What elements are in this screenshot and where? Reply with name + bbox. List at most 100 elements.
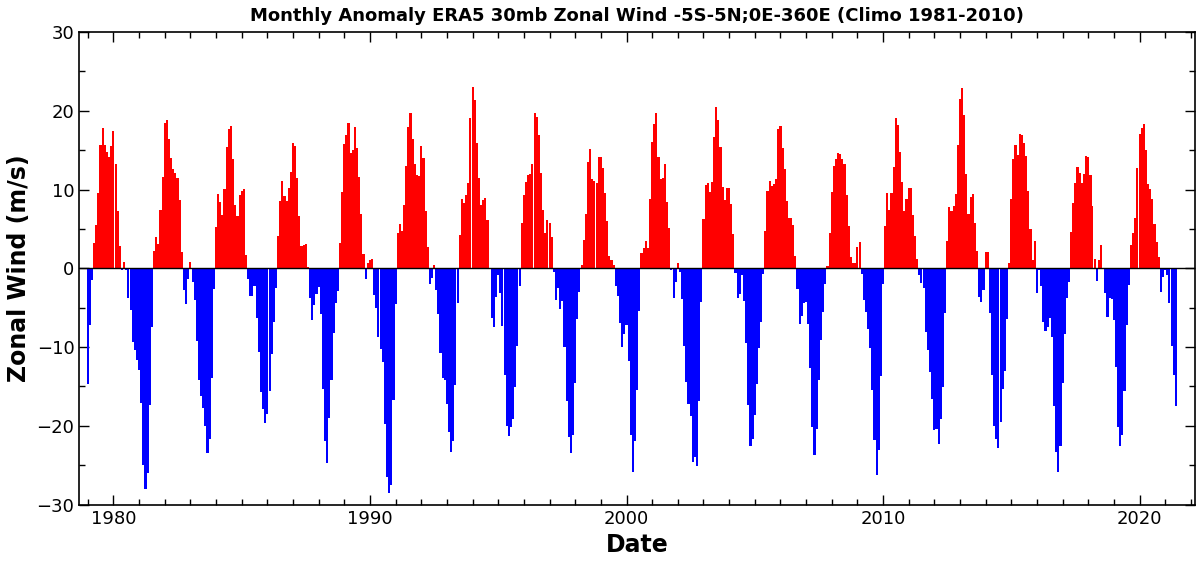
Bar bbox=[251, 268, 254, 296]
Bar bbox=[430, 268, 433, 277]
Bar bbox=[510, 268, 512, 426]
Bar bbox=[358, 177, 361, 268]
Bar bbox=[555, 268, 557, 299]
Bar bbox=[276, 236, 279, 268]
Bar bbox=[677, 263, 679, 268]
Bar bbox=[240, 191, 243, 268]
Bar bbox=[649, 199, 651, 268]
Bar bbox=[111, 146, 112, 268]
Bar bbox=[499, 268, 501, 293]
Bar bbox=[100, 144, 102, 268]
Bar bbox=[130, 268, 132, 310]
Bar bbox=[198, 268, 200, 380]
Bar bbox=[1102, 268, 1105, 269]
Bar bbox=[1147, 184, 1149, 268]
Bar bbox=[566, 268, 567, 401]
Bar bbox=[795, 256, 797, 268]
Bar bbox=[668, 228, 671, 268]
Bar bbox=[589, 149, 591, 268]
Bar bbox=[287, 188, 290, 268]
Bar bbox=[468, 183, 470, 268]
Bar bbox=[1108, 268, 1111, 298]
Bar bbox=[480, 205, 482, 268]
Bar bbox=[990, 268, 993, 374]
Bar bbox=[927, 268, 929, 350]
Bar bbox=[805, 268, 808, 302]
Bar bbox=[1020, 135, 1023, 268]
Bar bbox=[523, 196, 525, 268]
Bar bbox=[874, 268, 875, 440]
Bar bbox=[230, 126, 232, 268]
Bar bbox=[1085, 156, 1087, 268]
Bar bbox=[564, 268, 566, 347]
Bar bbox=[808, 268, 809, 324]
Bar bbox=[194, 268, 196, 300]
Bar bbox=[624, 268, 625, 334]
Bar bbox=[133, 268, 136, 350]
Bar bbox=[583, 240, 584, 268]
Bar bbox=[440, 268, 441, 352]
Bar bbox=[674, 268, 677, 281]
Bar bbox=[882, 268, 885, 284]
Bar bbox=[1019, 134, 1020, 268]
Bar bbox=[683, 268, 685, 346]
Bar bbox=[328, 268, 331, 418]
Bar bbox=[311, 268, 314, 320]
Bar bbox=[490, 268, 493, 318]
Bar bbox=[585, 214, 587, 268]
Bar bbox=[300, 246, 303, 268]
Bar bbox=[149, 268, 150, 405]
Bar bbox=[611, 261, 613, 268]
Bar bbox=[822, 268, 825, 312]
Bar bbox=[314, 268, 315, 305]
Bar bbox=[411, 139, 413, 268]
Bar bbox=[364, 268, 367, 279]
Bar bbox=[117, 211, 119, 268]
Bar bbox=[968, 214, 970, 268]
Bar bbox=[460, 199, 463, 268]
Bar bbox=[325, 268, 326, 441]
Bar bbox=[179, 200, 180, 268]
Bar bbox=[1078, 173, 1081, 268]
Bar bbox=[163, 124, 166, 268]
Bar bbox=[243, 189, 245, 268]
Bar bbox=[1066, 268, 1067, 298]
Bar bbox=[698, 268, 701, 401]
Bar bbox=[929, 268, 932, 372]
Bar bbox=[935, 268, 938, 429]
Bar bbox=[779, 126, 781, 268]
Bar bbox=[534, 113, 536, 268]
Bar bbox=[837, 153, 839, 268]
Bar bbox=[732, 234, 734, 268]
Bar bbox=[1171, 268, 1173, 346]
Bar bbox=[784, 169, 786, 268]
Bar bbox=[587, 162, 589, 268]
Bar bbox=[662, 178, 664, 268]
Bar bbox=[625, 268, 627, 325]
Bar bbox=[482, 200, 484, 268]
Bar bbox=[959, 99, 962, 268]
Bar bbox=[551, 237, 553, 268]
Bar bbox=[608, 256, 611, 268]
Bar bbox=[397, 232, 399, 268]
Bar bbox=[970, 197, 971, 268]
Bar bbox=[871, 268, 874, 390]
Bar bbox=[814, 268, 816, 455]
Bar bbox=[1138, 134, 1141, 268]
Bar bbox=[320, 268, 322, 314]
Bar bbox=[644, 241, 647, 268]
Bar bbox=[190, 262, 191, 268]
Bar bbox=[144, 268, 147, 489]
Bar bbox=[498, 268, 499, 275]
Bar bbox=[407, 127, 410, 268]
Bar bbox=[169, 158, 172, 268]
Bar bbox=[1121, 268, 1124, 435]
Bar bbox=[816, 268, 817, 429]
Bar bbox=[893, 167, 894, 268]
Bar bbox=[875, 268, 877, 475]
Bar bbox=[630, 268, 632, 435]
Bar bbox=[147, 268, 149, 473]
Bar bbox=[679, 268, 682, 272]
Bar bbox=[1106, 268, 1108, 317]
Bar bbox=[520, 223, 523, 268]
